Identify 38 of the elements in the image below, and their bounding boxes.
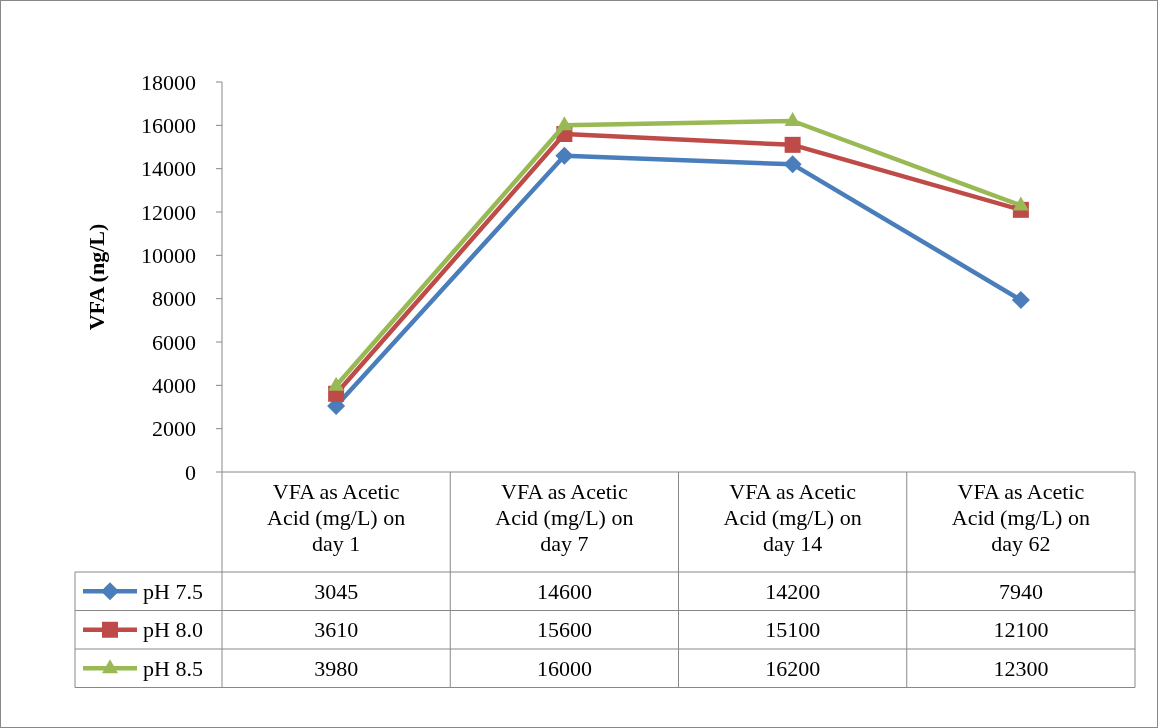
point: [555, 146, 574, 165]
data-label: 3045: [314, 578, 359, 604]
y-tick-label: 4000: [152, 373, 196, 399]
legend-label: pH 8.5: [143, 655, 203, 681]
point: [1011, 290, 1030, 309]
y-tick-label: 6000: [152, 329, 196, 355]
data-label: 14200: [765, 578, 821, 604]
y-tick-label: 2000: [152, 416, 196, 442]
data-label: 7940: [998, 578, 1043, 604]
point: [328, 376, 345, 391]
data-label: 15100: [765, 617, 821, 643]
data-label: 16000: [536, 655, 592, 681]
x-tick-label: VFA as Acetic Acid (mg/L) on day 1: [267, 479, 406, 556]
data-label: 15600: [536, 617, 592, 643]
point: [784, 136, 801, 153]
point: [1012, 196, 1029, 211]
point: [783, 155, 802, 174]
y-tick-label: 14000: [141, 156, 196, 182]
y-axis-title: VFA (ng/L): [84, 223, 109, 331]
data-label: 14600: [536, 578, 592, 604]
point: [784, 112, 801, 126]
y-tick-label: 8000: [152, 286, 196, 312]
y-tick-label: 18000: [141, 69, 196, 95]
x-tick-label: VFA as Acetic Acid (mg/L) on day 14: [723, 479, 862, 556]
y-tick-label: 10000: [141, 243, 196, 269]
data-label: 12300: [993, 655, 1049, 681]
legend-label: pH 7.5: [143, 578, 203, 604]
x-tick-label: VFA as Acetic Acid (mg/L) on day 62: [951, 479, 1090, 556]
data-label: 16200: [765, 655, 821, 681]
point: [556, 116, 573, 131]
data-label: 3980: [314, 655, 359, 681]
data-label: 3610: [314, 617, 359, 643]
y-tick-label: 12000: [141, 199, 196, 225]
x-tick-label: VFA as Acetic Acid (mg/L) on day 7: [495, 479, 634, 556]
legend-label: pH 8.0: [143, 617, 203, 643]
data-label: 12100: [993, 617, 1049, 643]
y-tick-label: 0: [185, 459, 196, 485]
y-tick-label: 16000: [141, 113, 196, 139]
